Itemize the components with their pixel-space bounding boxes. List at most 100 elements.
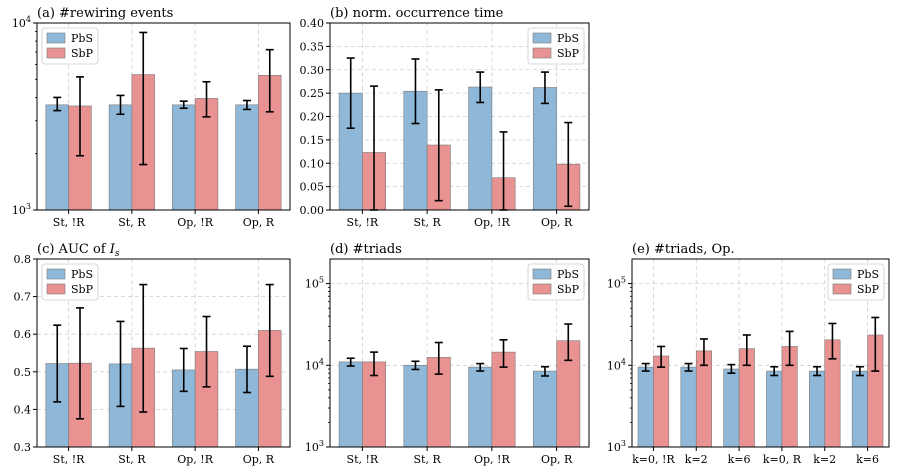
x-tick-label: Op, R <box>243 216 275 229</box>
axes-frame <box>631 258 890 448</box>
legend-swatch-sbp <box>46 47 66 59</box>
y-tick-label: 0.20 <box>300 111 325 124</box>
axes-frame <box>329 22 590 211</box>
y-tick-label: 0.10 <box>300 157 325 170</box>
panel-a: (a) #rewiring events 103 104 St, !R St, R Op,… <box>12 6 291 229</box>
bar-pbs <box>533 370 557 448</box>
panel-e: (e) #triads, Op. 103 104 105 k=0, !R k=2 k=6 k=… <box>607 242 890 466</box>
legend-swatch-sbp <box>532 283 552 295</box>
legend-label-pbs: PbS <box>557 268 579 281</box>
y-tick-label: 0.8 <box>14 253 32 266</box>
panel-title: (a) #rewiring events <box>37 6 173 21</box>
panel-title: (c) AUC of Is <box>37 242 120 259</box>
legend-label-pbs: PbS <box>71 268 93 281</box>
legend-swatch-sbp <box>46 283 66 295</box>
y-tick-label: 103 <box>607 439 626 454</box>
y-tick-label: 0.15 <box>300 134 325 147</box>
legend-swatch-pbs <box>46 268 66 280</box>
x-tick-label: St, R <box>414 453 442 466</box>
y-tick-exponent: 4 <box>621 357 626 366</box>
axes-frame <box>36 22 291 211</box>
bar-pbs <box>723 368 740 448</box>
y-tick-label: 0.25 <box>300 87 325 100</box>
bar-pbs <box>108 104 133 211</box>
x-tick-label: Op, !R <box>474 453 510 466</box>
y-tick-exponent: 4 <box>319 357 324 366</box>
axes-frame <box>36 258 291 448</box>
y-tick-label: 105 <box>305 276 324 291</box>
x-tick-label: Op, R <box>541 453 573 466</box>
x-tick-label: k=6 <box>856 453 879 466</box>
x-tick-label: k=0, !R <box>632 453 675 466</box>
title-math: I <box>109 242 116 257</box>
y-tick-exponent: 3 <box>621 439 626 448</box>
y-tick-label: 0.05 <box>300 181 325 194</box>
legend-label-sbp: SbP <box>857 283 880 296</box>
legend-label-pbs: PbS <box>857 268 879 281</box>
y-tick-label: 0.00 <box>300 204 325 217</box>
y-tick-label: 0.6 <box>14 328 32 341</box>
legend-label-sbp: SbP <box>557 47 580 60</box>
y-tick-exponent: 5 <box>319 276 324 285</box>
bar-pbs <box>809 370 826 448</box>
legend-label-sbp: SbP <box>71 283 94 296</box>
legend-label-sbp: SbP <box>71 47 94 60</box>
bar-pbs <box>468 366 493 448</box>
panel-b: (b) norm. occurrence time 0.00 0.05 0.10 0.1… <box>300 6 590 229</box>
y-tick-label: 105 <box>607 276 626 291</box>
y-tick-label: 104 <box>12 15 31 30</box>
x-tick-label: k=0, R <box>763 453 802 466</box>
legend-swatch-pbs <box>46 32 66 44</box>
x-tick-label: Op, !R <box>177 216 213 229</box>
legend-label-pbs: PbS <box>71 32 93 45</box>
y-tick-label: 0.7 <box>14 291 32 304</box>
y-tick-label: 0.30 <box>300 64 325 77</box>
y-tick-label: 103 <box>305 439 324 454</box>
y-tick-label: 0.3 <box>14 441 32 454</box>
legend-swatch-pbs <box>532 268 552 280</box>
panel-title: (e) #triads, Op. <box>632 242 735 257</box>
x-tick-label: k=6 <box>728 453 751 466</box>
axes-frame <box>329 258 590 448</box>
y-tick-label: 0.35 <box>300 40 325 53</box>
y-tick-exponent: 4 <box>26 15 31 24</box>
y-tick-label: 0.5 <box>14 366 32 379</box>
panel-title: (b) norm. occurrence time <box>330 6 504 21</box>
y-tick-label: 104 <box>305 357 324 372</box>
bar-pbs <box>637 366 654 448</box>
panel-d: (d) #triads 103 104 105 St, !R St, R Op, !R Op,… <box>305 242 590 466</box>
bar-pbs <box>45 104 69 211</box>
legend-swatch-pbs <box>832 268 852 280</box>
bar-pbs <box>172 104 196 211</box>
x-tick-label: Op, !R <box>474 216 510 229</box>
legend-swatch-sbp <box>832 283 852 295</box>
bar-pbs <box>338 361 363 448</box>
y-tick-exponent: 3 <box>26 202 31 211</box>
y-tick-label: 104 <box>607 357 626 372</box>
bar-pbs <box>533 87 557 211</box>
x-tick-label: k=2 <box>813 453 836 466</box>
x-tick-label: Op, R <box>541 216 573 229</box>
x-tick-label: k=2 <box>685 453 708 466</box>
bar-pbs <box>235 104 259 211</box>
y-tick-label: 0.40 <box>300 17 325 30</box>
x-tick-label: St, R <box>118 453 146 466</box>
panel-title: (d) #triads <box>330 242 402 257</box>
legend-swatch-sbp <box>532 47 552 59</box>
title-subscript: s <box>115 249 120 259</box>
y-tick-exponent: 3 <box>319 439 324 448</box>
x-tick-label: St, !R <box>347 216 379 229</box>
bar-pbs <box>766 370 783 448</box>
legend-label-pbs: PbS <box>557 32 579 45</box>
legend-swatch-pbs <box>532 32 552 44</box>
panel-c: (c) AUC of Is 0.3 0.4 0.5 0.6 0.7 0.8 St, !R St,… <box>14 242 291 466</box>
bar-pbs <box>680 366 697 448</box>
legend-label-sbp: SbP <box>557 283 580 296</box>
x-tick-label: St, R <box>118 216 146 229</box>
x-tick-label: St, !R <box>53 216 85 229</box>
y-tick-exponent: 5 <box>621 276 626 285</box>
y-tick-label: 103 <box>12 202 31 217</box>
x-tick-label: Op, !R <box>177 453 213 466</box>
bar-pbs <box>403 364 428 448</box>
